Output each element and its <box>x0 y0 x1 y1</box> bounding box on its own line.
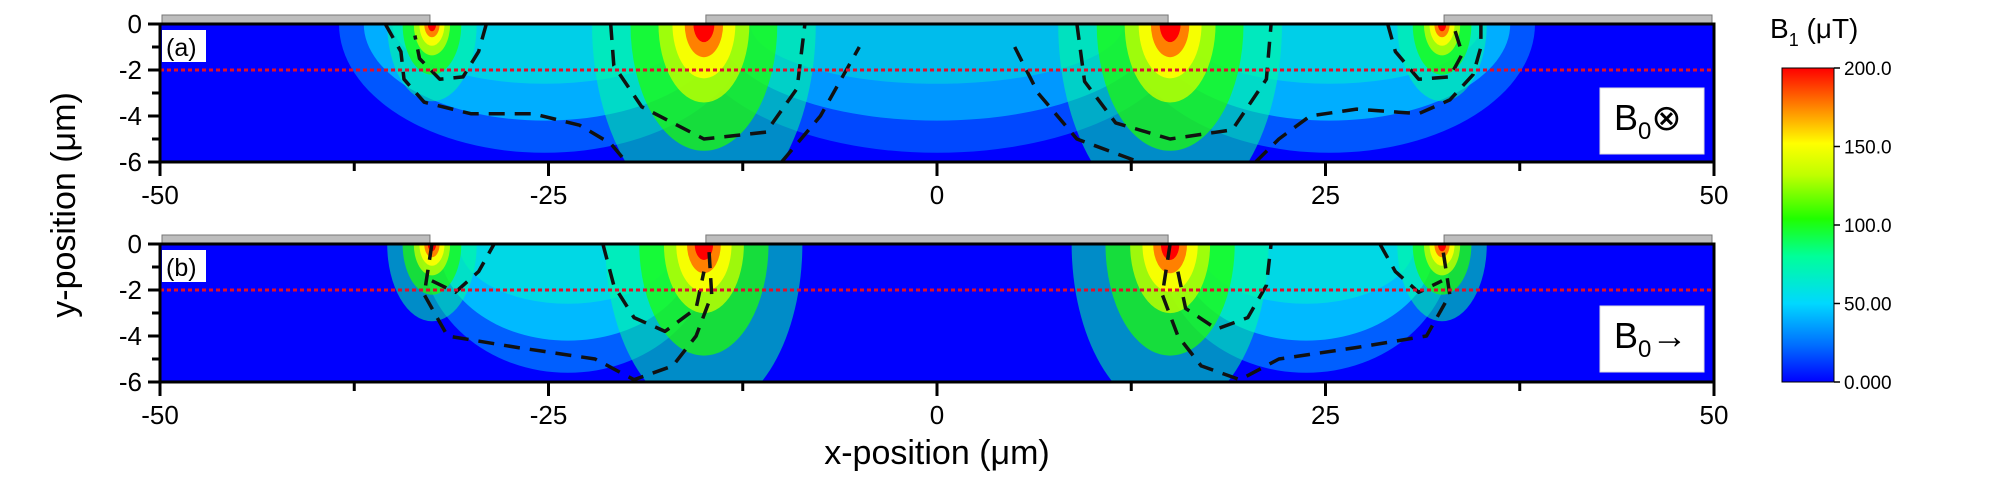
panel-b-field-label: B0→ <box>1614 315 1687 363</box>
panel-a-field-label: B0⊗ <box>1614 97 1682 145</box>
panel-a-y-tick-label: 0 <box>128 9 142 39</box>
panel-a-x-tick-label: 50 <box>1700 180 1729 210</box>
panel-b-contour <box>422 244 714 382</box>
x-axis-label: x-position (μm) <box>824 434 1050 472</box>
colorbar-tick-label: 150.0 <box>1844 138 1892 159</box>
colorbar-tick-label: 50.00 <box>1844 295 1892 316</box>
colorbar-ticks: 200.0 150.0 100.0 50.00 0.000 <box>1834 59 1892 394</box>
panel-a-contour <box>413 24 488 81</box>
panel-a-field-layer <box>339 24 1535 162</box>
panel-b-contour <box>431 244 496 295</box>
panel-b: -50 -25 0 25 50 0 -2 -4 -6 (b) B0→ <box>119 229 1729 430</box>
panel-b-label: (b) <box>166 254 197 282</box>
panel-a-contour <box>383 24 628 162</box>
colorbar-tick-label: 100.0 <box>1844 216 1892 237</box>
panel-b-ticks: -50 -25 0 25 50 0 -2 -4 -6 <box>119 229 1729 430</box>
panel-a-y-tick-label: -6 <box>119 147 142 177</box>
panel-a-x-tick-label: -50 <box>141 180 179 210</box>
panel-b-heatmap <box>160 244 1714 382</box>
panel-a-ticks: -50 -25 0 25 50 0 -2 -4 -6 <box>119 9 1729 210</box>
panel-b-y-tick-label: 0 <box>128 229 142 259</box>
panel-a-x-tick-label: -25 <box>530 180 568 210</box>
panel-a-x-tick-label: 0 <box>930 180 944 210</box>
panel-a-hotspot <box>427 24 437 32</box>
panel-a-heatmap <box>160 24 1714 162</box>
y-axis-label: y-position (μm) <box>45 92 83 318</box>
colorbar-gradient <box>1781 67 1835 383</box>
panel-b-hotspot <box>1437 244 1447 252</box>
panel-b-x-tick-label: -50 <box>141 400 179 430</box>
panel-b-y-tick-label: -4 <box>119 321 142 351</box>
panel-b-contour <box>601 244 706 334</box>
panel-b-contour <box>1160 244 1452 382</box>
colorbar-tick-label: 200.0 <box>1844 59 1892 80</box>
colorbar-tick-label: 0.000 <box>1844 373 1892 394</box>
panel-b-x-tick-label: 50 <box>1700 400 1729 430</box>
colorbar: B1 (μT) 200.0 150.0 100.0 50.00 0.000 <box>1770 13 1892 394</box>
panel-a-contour <box>1013 46 1140 162</box>
panel-b-y-tick-label: -2 <box>119 275 142 305</box>
panel-a-contour <box>608 24 807 141</box>
panel-a-hotspot <box>1437 24 1447 32</box>
panel-b-contour <box>1378 244 1443 295</box>
panel-a-contour <box>1075 24 1273 141</box>
panel-b-x-tick-label: -25 <box>530 400 568 430</box>
panel-a-x-tick-label: 25 <box>1311 180 1340 210</box>
colorbar-title: B1 (μT) <box>1770 13 1858 50</box>
panel-b-x-tick-label: 0 <box>930 400 944 430</box>
panel-a-contour <box>1254 24 1483 162</box>
panel-b-y-tick-label: -6 <box>119 367 142 397</box>
panel-a-hotspot <box>693 24 715 43</box>
panel-a-y-tick-label: -4 <box>119 101 142 131</box>
panel-a-lobe <box>715 24 1159 121</box>
panel-a-label: (a) <box>166 34 197 62</box>
panel-a: -50 -25 0 25 50 0 -2 -4 -6 (a) B0⊗ <box>119 9 1729 210</box>
panel-a-y-tick-label: -2 <box>119 55 142 85</box>
panel-a-contour <box>1386 24 1465 81</box>
panel-b-contour <box>1176 244 1273 331</box>
panel-a-hotspot <box>1159 24 1181 43</box>
panel-b-contours <box>422 244 1452 382</box>
panel-b-x-tick-label: 25 <box>1311 400 1340 430</box>
